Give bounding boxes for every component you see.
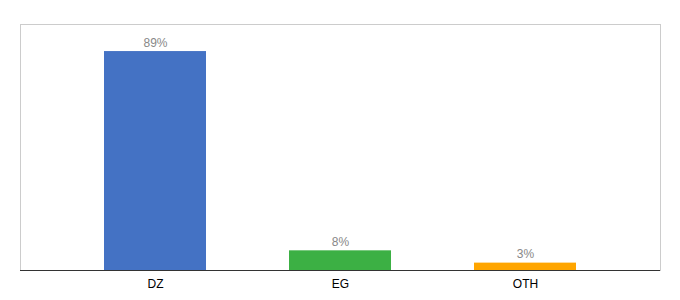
svg-text:3%: 3% [517, 247, 535, 261]
svg-text:OTH: OTH [513, 277, 538, 291]
svg-text:89%: 89% [143, 36, 167, 50]
svg-text:8%: 8% [332, 235, 350, 249]
svg-text:DZ: DZ [148, 277, 164, 291]
svg-text:EG: EG [332, 277, 349, 291]
